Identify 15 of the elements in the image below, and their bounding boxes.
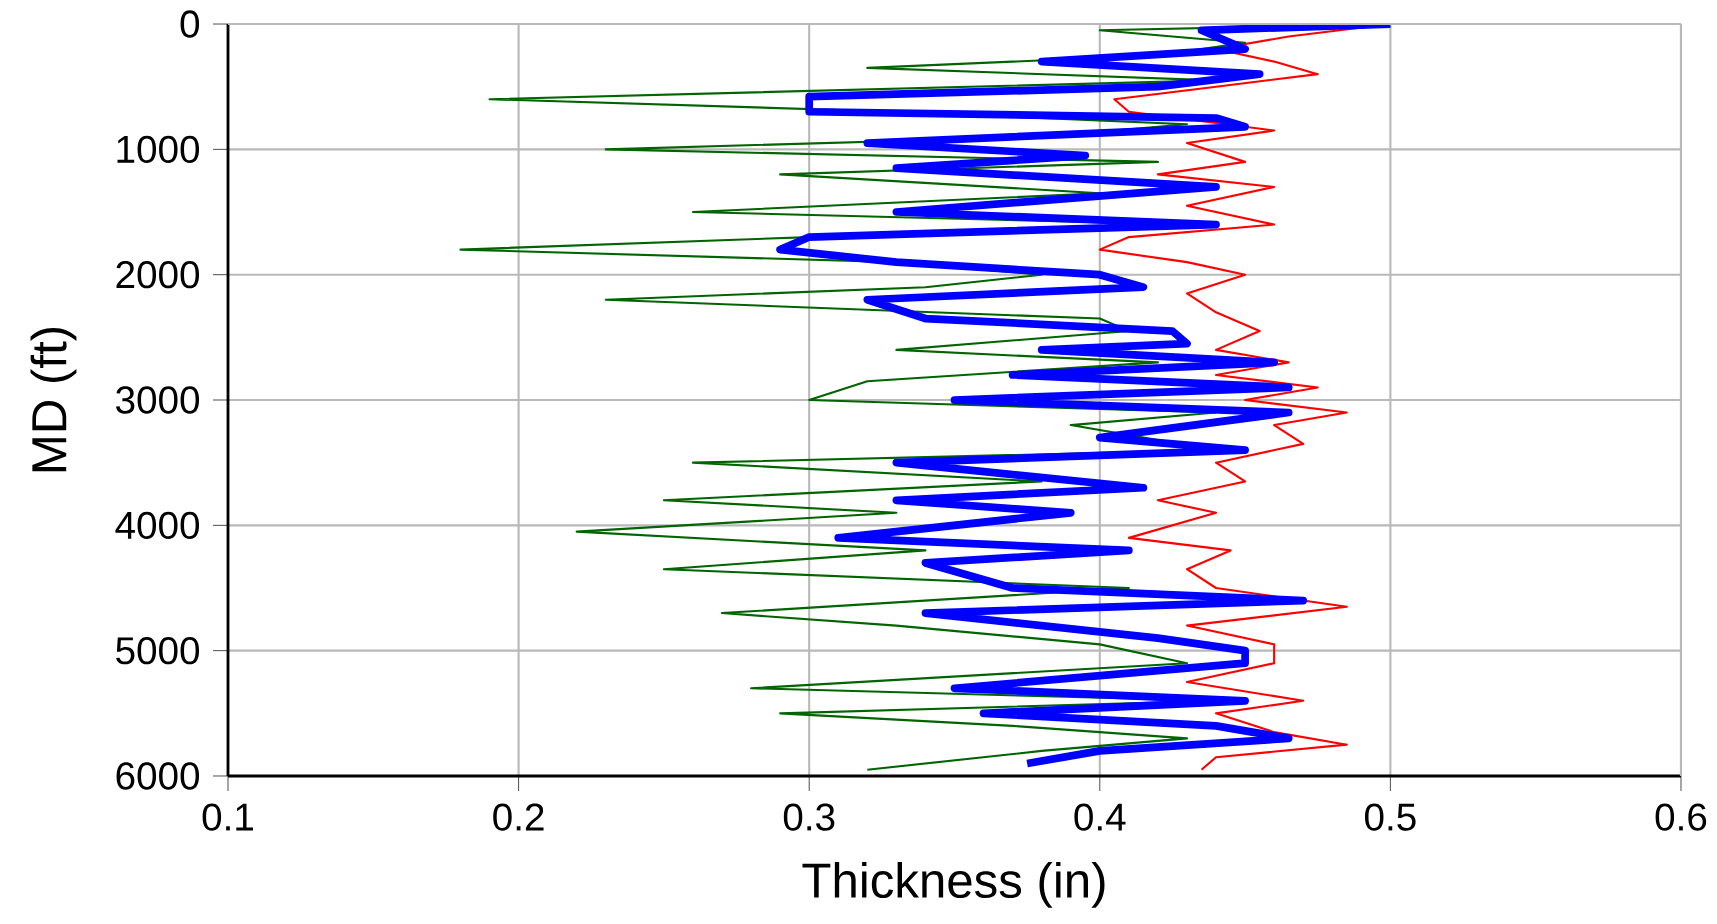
y-tick-label: 1000 [117,135,200,164]
y-tick-label: 3000 [116,386,200,414]
x-tick-label: 0.3 [783,803,835,831]
y-tick-label: 6000 [116,762,200,790]
y-tick-label: 5000 [116,637,200,665]
x-tick-label: 0.2 [493,803,544,831]
x-tick-label: 0.1 [202,803,253,831]
y-tick-label: 0 [180,10,200,38]
y-tick-label: 2000 [116,261,200,289]
x-tick-label: 0.4 [1074,803,1126,831]
y-axis-title: MD (ft) [30,327,77,472]
x-tick-label: 0.6 [1655,803,1707,831]
x-tick-label: 0.5 [1365,803,1416,831]
y-tick-label: 4000 [115,511,200,540]
x-axis-title: Thickness (in) [802,861,1105,908]
